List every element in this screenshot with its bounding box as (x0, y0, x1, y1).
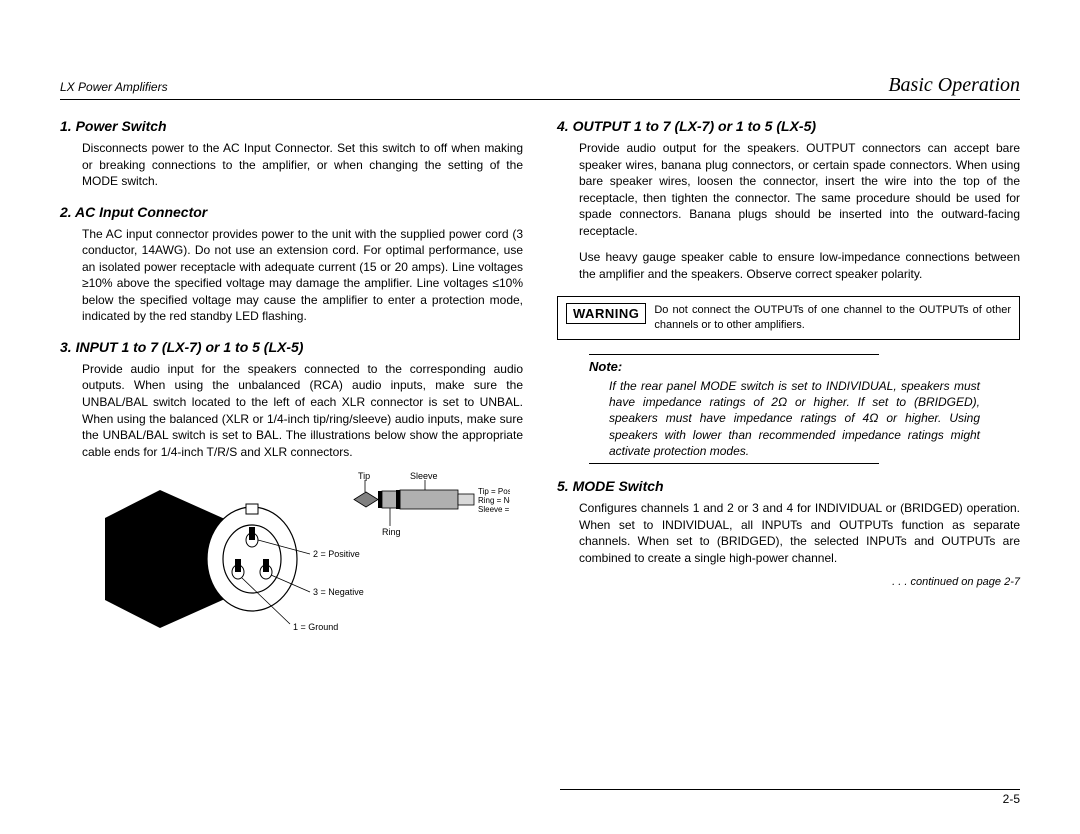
connector-diagram-svg: Male Cable End 2 = Positive 3 = Negative… (70, 472, 510, 642)
section-5-body: Configures channels 1 and 2 or 3 and 4 f… (579, 500, 1020, 566)
section-1-heading: 1. Power Switch (60, 118, 523, 134)
section-4-heading: 4. OUTPUT 1 to 7 (LX-7) or 1 to 5 (LX-5) (557, 118, 1020, 134)
page-header: LX Power Amplifiers Basic Operation (60, 74, 1020, 100)
section-1-body: Disconnects power to the AC Input Connec… (82, 140, 523, 190)
trs-legend-ring: Ring = Negative (478, 496, 510, 505)
trs-legend-sleeve: Sleeve = Ground (478, 505, 510, 514)
note-block: Note: If the rear panel MODE switch is s… (589, 354, 980, 464)
warning-label: WARNING (566, 303, 646, 324)
section-3-heading: 3. INPUT 1 to 7 (LX-7) or 1 to 5 (LX-5) (60, 339, 523, 355)
header-left: LX Power Amplifiers (60, 80, 168, 94)
trs-tip-label: Tip (358, 472, 370, 481)
section-2-body: The AC input connector provides power to… (82, 226, 523, 325)
right-column: 4. OUTPUT 1 to 7 (LX-7) or 1 to 5 (LX-5)… (557, 118, 1020, 647)
xlr-pin1-label: 1 = Ground (293, 622, 338, 632)
trs-sleeve-label: Sleeve (410, 472, 438, 481)
section-5-heading: 5. MODE Switch (557, 478, 1020, 494)
content-columns: 1. Power Switch Disconnects power to the… (60, 118, 1020, 647)
warning-box: WARNING Do not connect the OUTPUTs of on… (557, 296, 1020, 340)
warning-text: Do not connect the OUTPUTs of one channe… (654, 303, 1011, 333)
note-bottom-rule (589, 463, 879, 464)
trs-legend-tip: Tip = Positive (478, 487, 510, 496)
xlr-connector-icon (105, 490, 310, 628)
continued-text: . . . continued on page 2-7 (557, 576, 1020, 588)
connector-diagram: Male Cable End 2 = Positive 3 = Negative… (70, 472, 523, 647)
left-column: 1. Power Switch Disconnects power to the… (60, 118, 523, 647)
section-4-body2: Use heavy gauge speaker cable to ensure … (579, 249, 1020, 282)
xlr-pin3-label: 3 = Negative (313, 587, 364, 597)
xlr-pin2-label: 2 = Positive (313, 549, 360, 559)
trs-connector-icon (354, 490, 474, 509)
xlr-label-male: Male (151, 581, 169, 590)
xlr-label-cableend: Cable End (140, 591, 179, 600)
header-right: Basic Operation (888, 74, 1020, 97)
section-4-body1: Provide audio output for the speakers. O… (579, 140, 1020, 239)
note-text: If the rear panel MODE switch is set to … (609, 378, 980, 459)
section-3-body: Provide audio input for the speakers con… (82, 361, 523, 460)
note-top-rule (589, 354, 879, 355)
note-heading: Note: (589, 359, 980, 374)
page-number: 2-5 (560, 789, 1020, 806)
section-2-heading: 2. AC Input Connector (60, 204, 523, 220)
trs-ring-label: Ring (382, 527, 401, 537)
